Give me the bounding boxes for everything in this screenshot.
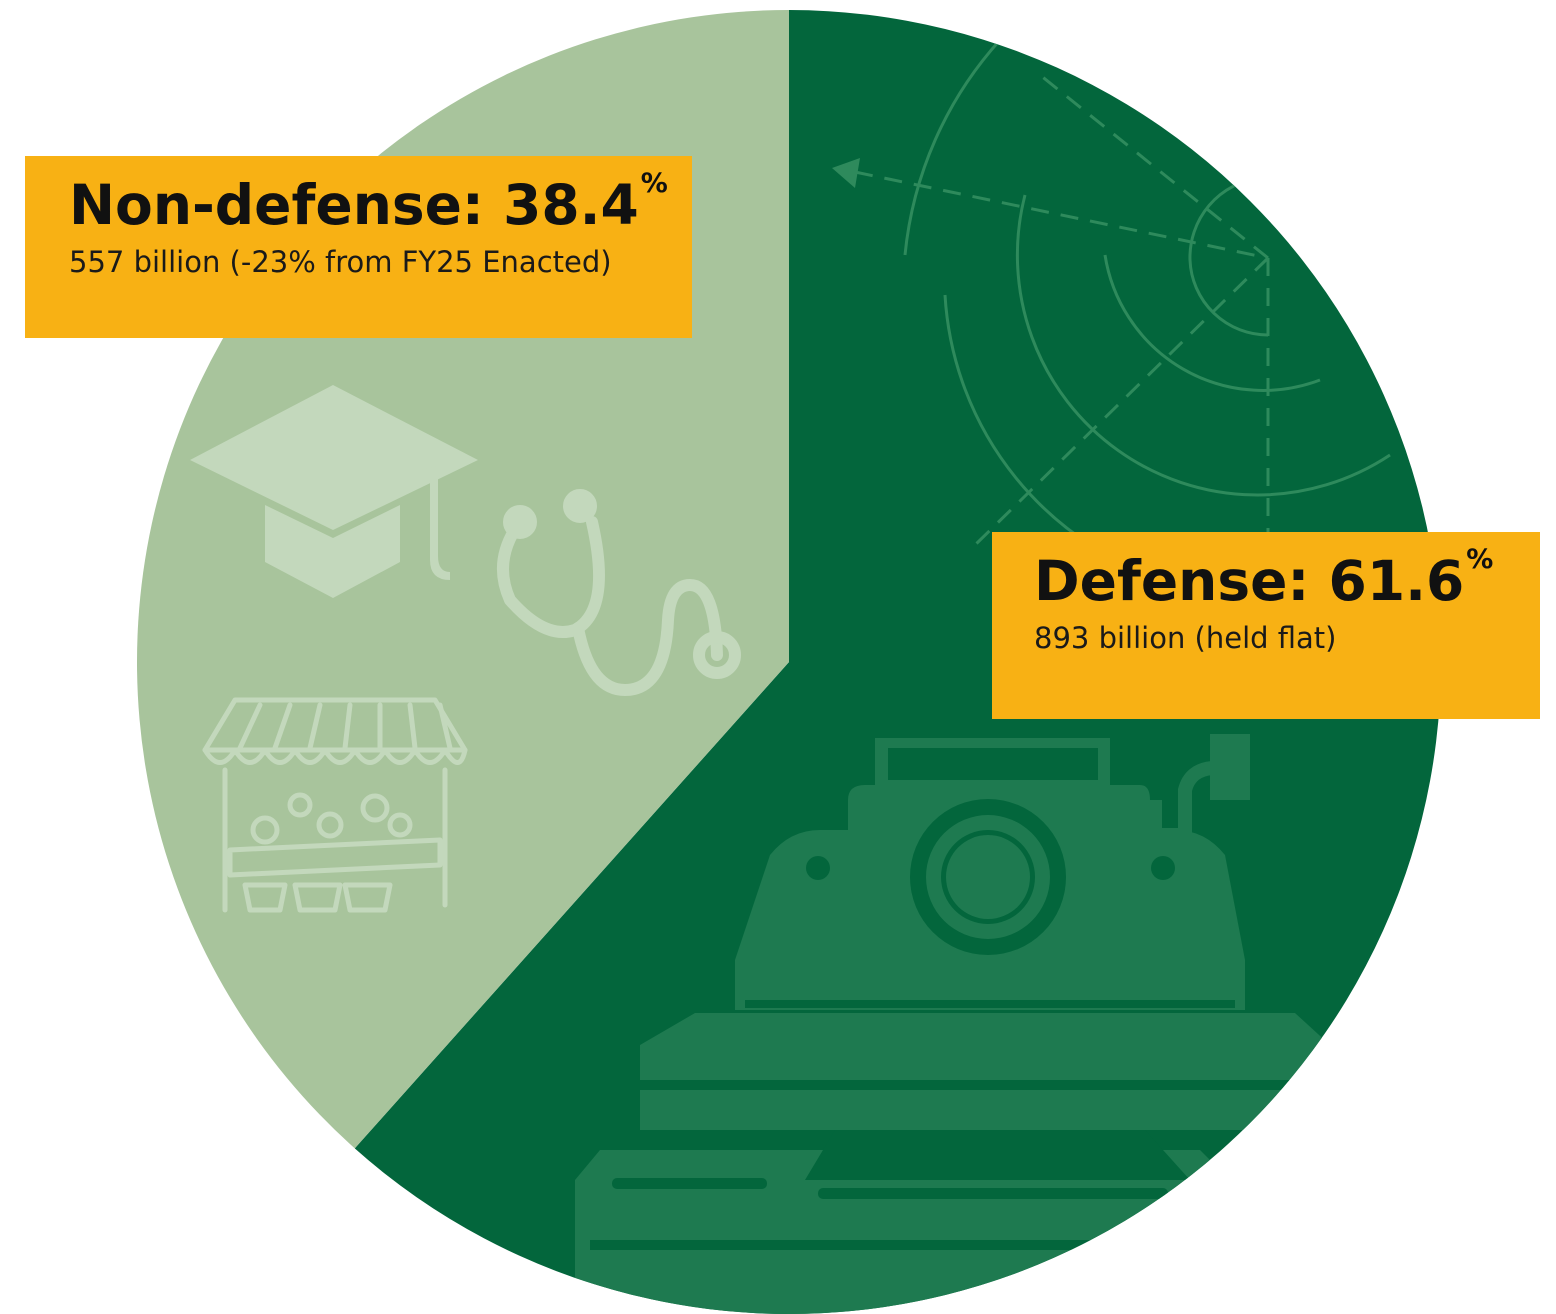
non-defense-detail: 557 billion (-23% from FY25 Enacted) bbox=[69, 245, 612, 279]
non-defense-name: Non-defense bbox=[69, 173, 462, 237]
defense-name: Defense bbox=[1034, 549, 1288, 613]
stethoscope-icon bbox=[496, 489, 741, 697]
defense-label: Defense: 61.6% 893 billion (held flat) bbox=[992, 532, 1540, 719]
defense-separator: : bbox=[1287, 549, 1310, 613]
non-defense-label: Non-defense: 38.4% 557 billion (-23% fro… bbox=[25, 156, 692, 338]
radar-icon bbox=[832, 38, 1391, 587]
defense-percent: 61.6 bbox=[1328, 549, 1465, 613]
defense-heading: Defense: 61.6% bbox=[1034, 546, 1540, 609]
non-defense-percent-symbol: % bbox=[640, 168, 668, 199]
defense-detail: 893 billion (held flat) bbox=[1034, 621, 1337, 655]
non-defense-heading: Non-defense: 38.4% bbox=[69, 170, 692, 233]
market-stall-icon bbox=[202, 697, 468, 913]
tank-details bbox=[590, 748, 1330, 1250]
non-defense-separator: : bbox=[461, 173, 484, 237]
graduation-cap-icon bbox=[190, 385, 478, 598]
non-defense-percent: 38.4 bbox=[503, 173, 639, 237]
defense-percent-symbol: % bbox=[1466, 544, 1494, 575]
